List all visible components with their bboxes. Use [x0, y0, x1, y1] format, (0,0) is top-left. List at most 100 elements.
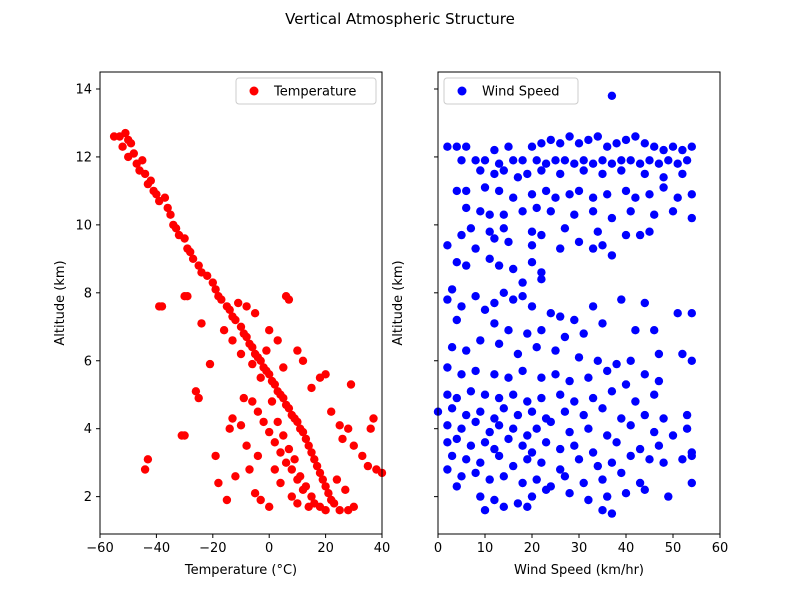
y-tick-label: 4 — [84, 422, 92, 437]
data-point — [509, 264, 518, 274]
data-point — [265, 427, 274, 437]
x-tick-label: −60 — [86, 541, 113, 556]
data-point — [462, 410, 471, 420]
data-point — [188, 254, 198, 263]
data-point — [457, 302, 466, 311]
data-point — [203, 271, 212, 280]
data-point — [197, 319, 206, 328]
data-point — [298, 356, 308, 365]
data-point — [298, 427, 308, 437]
data-point — [228, 414, 237, 423]
data-point — [537, 230, 546, 240]
data-point — [287, 492, 296, 501]
data-point — [499, 210, 508, 219]
data-point — [447, 404, 457, 413]
x-axis-label: Wind Speed (km/hr) — [514, 563, 644, 578]
data-point — [310, 499, 319, 508]
plot-frame — [99, 71, 383, 535]
data-point — [598, 241, 607, 250]
data-point — [621, 380, 631, 389]
data-point — [673, 193, 682, 202]
data-point — [509, 390, 518, 399]
data-point — [234, 298, 243, 308]
data-point — [239, 393, 248, 403]
data-point — [673, 159, 682, 168]
data-point — [504, 373, 513, 382]
data-point — [452, 393, 461, 403]
data-point — [315, 468, 325, 478]
data-point — [527, 190, 537, 199]
data-point — [631, 132, 640, 141]
data-point — [664, 156, 673, 165]
data-point — [267, 397, 277, 406]
data-point — [668, 142, 678, 151]
y-axis-label: Altitude (km) — [391, 260, 406, 345]
x-tick-label: −20 — [199, 541, 226, 556]
data-point — [494, 159, 504, 168]
data-point — [546, 417, 555, 427]
data-point — [687, 356, 696, 365]
data-point — [163, 203, 172, 213]
data-point — [518, 278, 527, 287]
data-point — [485, 427, 494, 437]
data-point — [335, 421, 344, 430]
data-point — [682, 156, 692, 165]
data-point — [541, 485, 551, 494]
data-point — [523, 169, 532, 179]
data-point — [603, 492, 612, 501]
data-point — [603, 431, 612, 440]
data-point — [640, 298, 649, 308]
data-point — [645, 455, 654, 464]
data-point — [598, 156, 607, 165]
data-point — [640, 410, 649, 420]
data-point — [518, 292, 527, 301]
data-point — [312, 461, 322, 471]
data-point — [640, 139, 649, 148]
data-point — [598, 506, 607, 515]
data-point — [546, 207, 555, 216]
data-point — [513, 349, 523, 359]
data-point — [284, 404, 294, 413]
data-point — [443, 363, 452, 372]
data-point — [485, 254, 494, 263]
data-point — [659, 173, 668, 182]
data-point — [443, 295, 452, 304]
legend-marker — [457, 86, 467, 96]
data-point — [121, 128, 130, 138]
data-point — [262, 346, 271, 355]
data-point — [208, 278, 217, 287]
data-point — [541, 438, 551, 447]
data-point — [518, 156, 527, 165]
data-point — [588, 159, 598, 168]
data-point — [480, 305, 490, 314]
data-point — [471, 417, 480, 427]
data-point — [617, 414, 626, 423]
data-point — [447, 343, 457, 352]
data-point — [678, 455, 687, 464]
data-point — [485, 227, 494, 236]
data-point — [565, 376, 574, 386]
data-point — [532, 424, 541, 433]
data-point — [452, 142, 461, 151]
x-tick-label: 20 — [524, 541, 541, 556]
x-tick-label: 10 — [477, 541, 494, 556]
data-point — [527, 448, 537, 457]
data-point — [310, 455, 319, 464]
data-point — [574, 353, 584, 362]
data-point — [228, 336, 237, 345]
data-point — [284, 444, 294, 454]
data-point — [126, 139, 136, 148]
data-point — [588, 302, 598, 311]
legend: Wind Speed — [443, 77, 579, 105]
data-point — [527, 241, 537, 250]
data-point — [574, 139, 584, 148]
data-point — [363, 461, 373, 471]
data-point — [499, 472, 508, 481]
data-point — [214, 478, 223, 488]
data-point — [490, 145, 499, 155]
data-point — [635, 230, 645, 240]
data-point — [603, 366, 612, 376]
y-tick-label: 14 — [75, 82, 92, 97]
data-point — [490, 370, 499, 379]
data-point — [560, 472, 570, 481]
